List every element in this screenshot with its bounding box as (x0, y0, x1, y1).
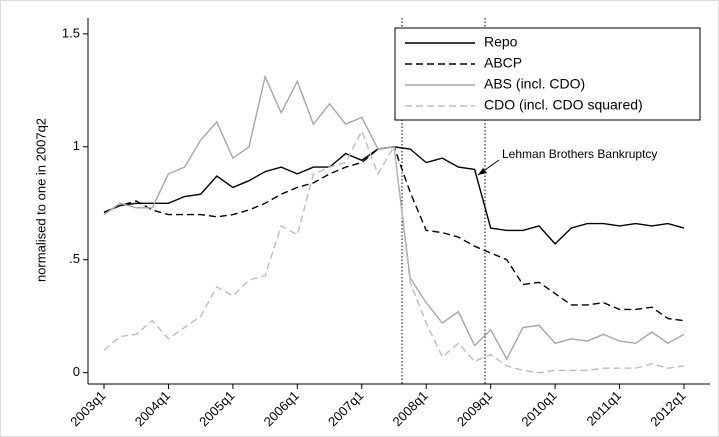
legend-label: ABS (incl. CDO) (484, 76, 585, 92)
legend-label: ABCP (484, 55, 522, 71)
y-axis-label: normalised to one in 2007q2 (33, 118, 48, 282)
annotation: Lehman Brothers Bankruptcy (502, 147, 657, 161)
y-tick-label: 1 (73, 138, 80, 153)
legend-label: CDO (incl. CDO squared) (484, 97, 643, 113)
y-tick-label: 0 (73, 364, 80, 379)
legend (394, 27, 701, 121)
legend-label: Repo (484, 34, 518, 50)
series-line (103, 129, 685, 374)
series-line (103, 74, 685, 361)
y-tick-label: 1.5 (62, 25, 80, 40)
arrow-head (478, 168, 487, 175)
y-tick-label: .5 (69, 251, 80, 266)
